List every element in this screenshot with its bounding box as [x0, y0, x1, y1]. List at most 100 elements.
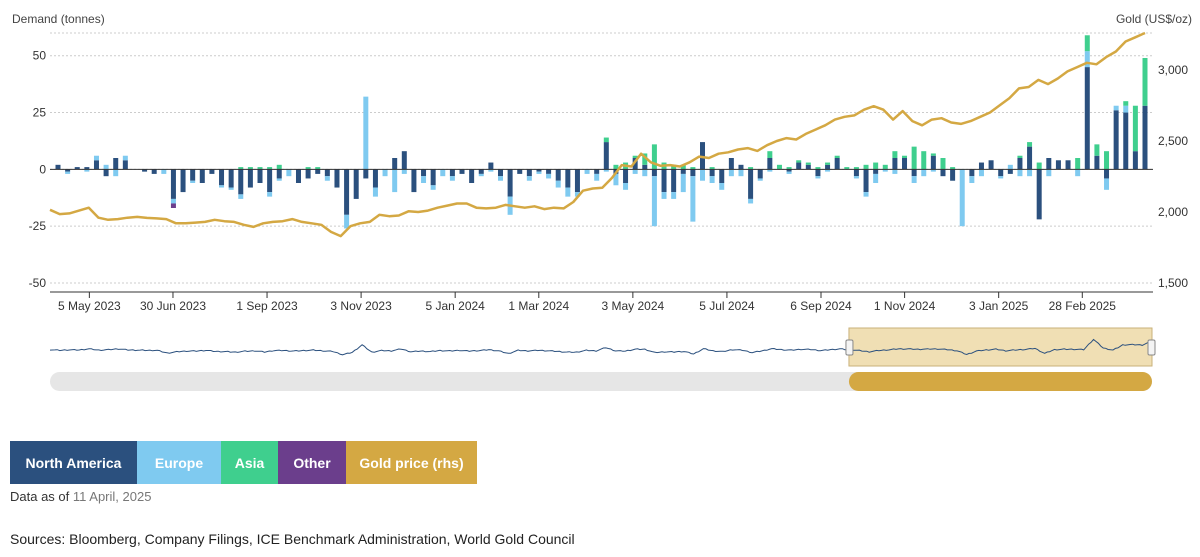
bar-europe [1017, 169, 1023, 177]
bar-asia [1123, 101, 1129, 106]
bar-asia [651, 144, 657, 170]
bar-north_america [334, 169, 340, 188]
x-tick-label: 3 Jan 2025 [969, 299, 1029, 313]
bar-north_america [902, 158, 908, 170]
bar-north_america [421, 169, 427, 177]
bar-asia [709, 167, 715, 170]
bar-europe [892, 169, 898, 174]
bar-north_america [671, 169, 677, 193]
bar-asia [815, 167, 821, 170]
range-scrollbar[interactable] [50, 372, 1152, 391]
legend-item-north-america[interactable]: North America [10, 441, 137, 484]
y-right-axis: 3,000 2,500 2,000 1,500 [1158, 63, 1188, 290]
bar-europe [728, 169, 734, 177]
range-navigator[interactable] [49, 327, 1156, 367]
y-right-axis-title: Gold (US$/oz) [1116, 12, 1192, 26]
legend-item-other[interactable]: Other [278, 441, 346, 484]
navigator-series [49, 338, 1153, 356]
navigator-handle-left[interactable] [845, 339, 854, 356]
bar-asia [1017, 155, 1023, 158]
bar-asia [940, 158, 946, 170]
y-left-axis-title: Demand (tonnes) [12, 12, 105, 26]
bar-north_america [950, 169, 956, 181]
grid-lines [50, 32, 1153, 284]
bar-asia [1094, 144, 1100, 156]
bar-europe [825, 169, 831, 172]
bar-north_america [1084, 67, 1090, 170]
bar-north_america [488, 162, 494, 170]
bar-north_america [700, 142, 706, 170]
bar-europe [555, 180, 561, 188]
bar-asia [690, 167, 696, 170]
bar-europe [392, 169, 398, 193]
bar-north_america [430, 169, 436, 186]
bar-europe [863, 192, 869, 197]
bar-europe [574, 192, 580, 197]
bar-europe [1113, 105, 1119, 111]
bar-north_america [873, 169, 879, 174]
bar-europe [603, 169, 609, 172]
bar-north_america [315, 169, 321, 174]
bar-europe [594, 173, 600, 181]
bar-europe [584, 169, 590, 174]
bar-europe [738, 169, 744, 177]
bar-asia [930, 153, 936, 156]
bar-other [170, 203, 176, 208]
bar-north_america [497, 169, 503, 177]
bar-europe [1075, 169, 1081, 177]
asof-prefix: Data as of [10, 489, 70, 504]
bar-north_america [536, 169, 542, 172]
navigator-handle-right[interactable] [1147, 339, 1156, 356]
bar-asia [257, 167, 263, 170]
y-right-tick: 3,000 [1158, 63, 1188, 77]
bar-north_america [142, 169, 148, 172]
bar-asia [642, 153, 648, 165]
bar-north_america [1027, 146, 1033, 170]
bar-north_america [555, 169, 561, 181]
bar-europe [1007, 164, 1013, 170]
bar-north_america [363, 169, 369, 179]
bar-europe [497, 176, 503, 181]
bar-asia [671, 164, 677, 170]
navigator-selection[interactable] [848, 327, 1153, 367]
legend-item-gold-price-rhs[interactable]: Gold price (rhs) [346, 441, 477, 484]
bar-asia [305, 167, 311, 170]
bar-north_america [411, 169, 417, 193]
bar-north_america [469, 169, 475, 183]
bar-europe [873, 173, 879, 183]
bar-north_america [295, 169, 301, 183]
bar-north_america [170, 169, 176, 199]
bar-north_america [199, 169, 205, 183]
bar-asia [748, 167, 754, 170]
bar-europe [372, 187, 378, 197]
gold-price-line [49, 31, 1146, 238]
bar-europe [651, 176, 657, 227]
bar-europe [449, 176, 455, 181]
legend-item-europe[interactable]: Europe [137, 441, 221, 484]
bar-europe [488, 169, 494, 172]
bar-north_america [940, 169, 946, 177]
data-as-of: Data as of 11 April, 2025 [10, 489, 151, 504]
bar-europe [680, 173, 686, 193]
bar-north_america [603, 142, 609, 170]
bar-asia [786, 167, 792, 170]
bar-asia [315, 167, 321, 170]
bar-europe [757, 178, 763, 181]
bar-europe [719, 183, 725, 190]
bar-asia [873, 162, 879, 170]
bar-north_america [276, 169, 282, 179]
bar-north_america [238, 169, 244, 195]
bar-europe [113, 169, 119, 177]
y-left-axis: 50 25 0 -25 -50 [29, 49, 47, 290]
bar-north_america [84, 167, 90, 170]
bar-europe [84, 169, 90, 172]
x-tick-label: 5 Jan 2024 [425, 299, 485, 313]
scrollbar-thumb[interactable] [848, 372, 1152, 391]
bar-north_america [209, 169, 215, 174]
bar-north_america [151, 169, 157, 174]
legend-item-asia[interactable]: Asia [221, 441, 278, 484]
y-right-tick: 1,500 [1158, 276, 1188, 290]
bar-europe [401, 169, 407, 174]
bar-asia [267, 167, 273, 170]
bar-north_america [1094, 155, 1100, 170]
